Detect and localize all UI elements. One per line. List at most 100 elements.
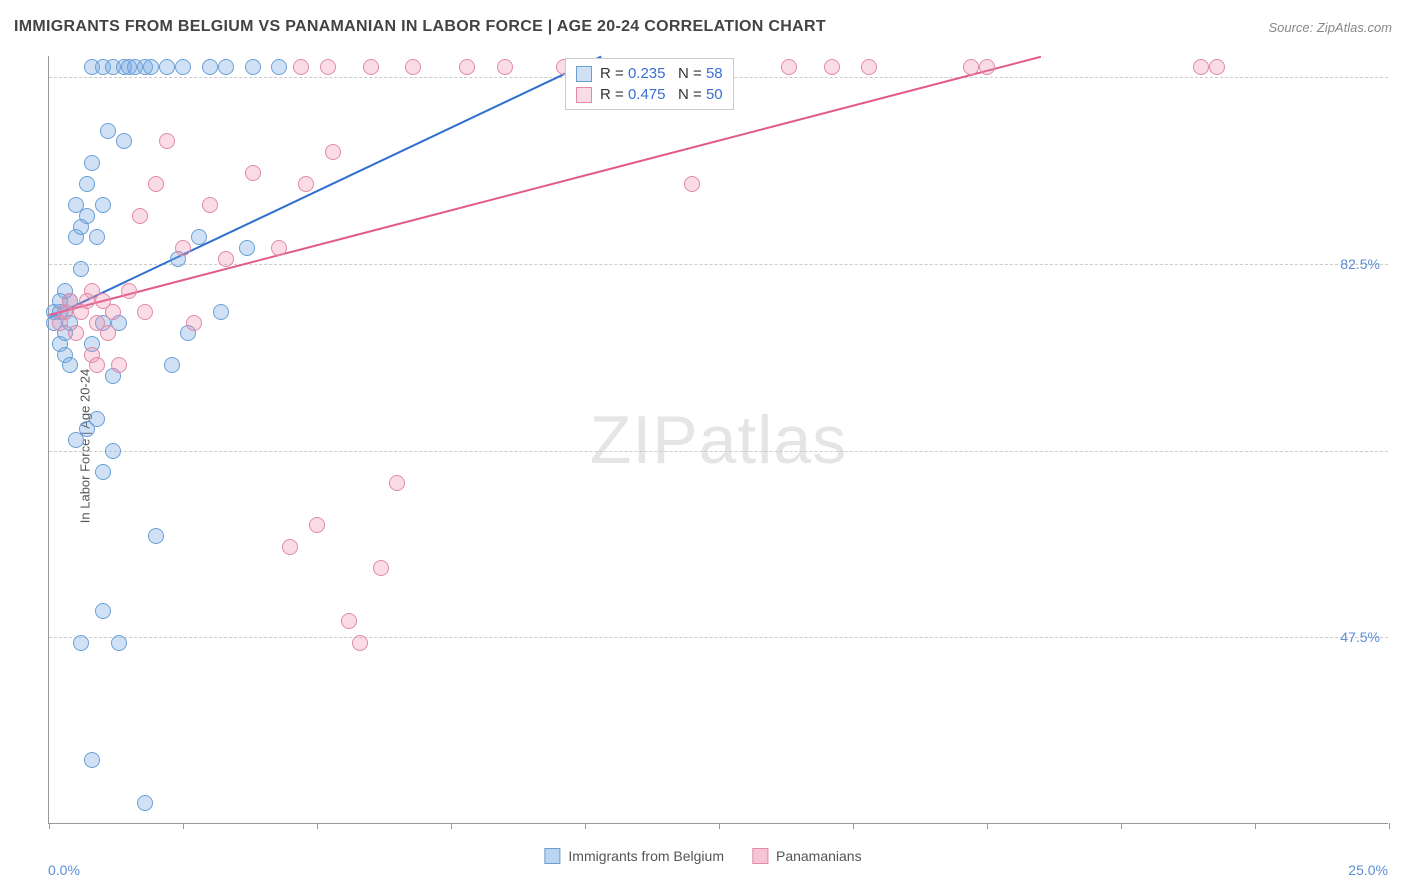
data-point <box>191 229 207 245</box>
data-point <box>282 539 298 555</box>
watermark: ZIPatlas <box>590 401 847 479</box>
data-point <box>245 59 261 75</box>
data-point <box>218 251 234 267</box>
legend-label-panama: Panamanians <box>776 848 862 864</box>
data-point <box>95 197 111 213</box>
x-tick <box>585 823 586 829</box>
x-tick <box>317 823 318 829</box>
gridline <box>49 451 1388 452</box>
data-point <box>781 59 797 75</box>
data-point <box>363 59 379 75</box>
data-point <box>105 304 121 320</box>
data-point <box>132 208 148 224</box>
legend-bottom: Immigrants from Belgium Panamanians <box>544 848 861 864</box>
data-point <box>111 635 127 651</box>
y-tick-label: 82.5% <box>1340 256 1380 272</box>
data-point <box>89 357 105 373</box>
legend-item-belgium: Immigrants from Belgium <box>544 848 724 864</box>
chart-title: IMMIGRANTS FROM BELGIUM VS PANAMANIAN IN… <box>14 18 826 36</box>
data-point <box>84 752 100 768</box>
data-point <box>100 123 116 139</box>
data-point <box>497 59 513 75</box>
data-point <box>84 155 100 171</box>
x-tick <box>853 823 854 829</box>
data-point <box>861 59 877 75</box>
data-point <box>73 635 89 651</box>
data-point <box>824 59 840 75</box>
data-point <box>105 443 121 459</box>
gridline <box>49 637 1388 638</box>
data-point <box>95 603 111 619</box>
swatch-panama <box>752 848 768 864</box>
data-point <box>89 229 105 245</box>
data-point <box>352 635 368 651</box>
data-point <box>175 240 191 256</box>
data-point <box>341 613 357 629</box>
watermark-zip: ZIP <box>590 402 699 478</box>
data-point <box>121 283 137 299</box>
legend-item-panama: Panamanians <box>752 848 862 864</box>
data-point <box>137 795 153 811</box>
data-point <box>373 560 389 576</box>
data-point <box>100 325 116 341</box>
data-point <box>202 197 218 213</box>
trend-line <box>49 56 602 319</box>
data-point <box>271 59 287 75</box>
data-point <box>979 59 995 75</box>
data-point <box>116 133 132 149</box>
data-point <box>963 59 979 75</box>
data-point <box>73 261 89 277</box>
data-point <box>213 304 229 320</box>
swatch-icon <box>576 66 592 82</box>
data-point <box>159 133 175 149</box>
data-point <box>68 325 84 341</box>
data-point <box>239 240 255 256</box>
data-point <box>79 208 95 224</box>
data-point <box>148 528 164 544</box>
data-point <box>293 59 309 75</box>
x-tick <box>1121 823 1122 829</box>
data-point <box>218 59 234 75</box>
data-point <box>202 59 218 75</box>
data-point <box>459 59 475 75</box>
swatch-belgium <box>544 848 560 864</box>
data-point <box>148 176 164 192</box>
data-point <box>325 144 341 160</box>
data-point <box>159 59 175 75</box>
data-point <box>143 59 159 75</box>
stats-legend-row: R = 0.235 N = 58 <box>576 63 723 84</box>
data-point <box>309 517 325 533</box>
data-point <box>245 165 261 181</box>
data-point <box>186 315 202 331</box>
swatch-icon <box>576 87 592 103</box>
data-point <box>89 411 105 427</box>
x-tick <box>183 823 184 829</box>
stats-legend-row: R = 0.475 N = 50 <box>576 84 723 105</box>
trend-line <box>49 56 1041 316</box>
x-tick <box>1389 823 1390 829</box>
legend-label-belgium: Immigrants from Belgium <box>568 848 724 864</box>
data-point <box>684 176 700 192</box>
data-point <box>1209 59 1225 75</box>
stats-legend: R = 0.235 N = 58 R = 0.475 N = 50 <box>565 58 734 110</box>
stats-text: R = 0.475 N = 50 <box>600 86 723 103</box>
data-point <box>389 475 405 491</box>
stats-text: R = 0.235 N = 58 <box>600 65 723 82</box>
source-attribution: Source: ZipAtlas.com <box>1268 20 1392 35</box>
x-tick <box>49 823 50 829</box>
data-point <box>271 240 287 256</box>
x-tick-label-min: 0.0% <box>48 862 80 878</box>
gridline <box>49 264 1388 265</box>
plot-area: ZIPatlas 47.5%82.5%R = 0.235 N = 58R = 0… <box>48 56 1388 824</box>
x-tick <box>451 823 452 829</box>
data-point <box>79 176 95 192</box>
data-point <box>62 357 78 373</box>
x-tick-label-max: 25.0% <box>1348 862 1388 878</box>
data-point <box>405 59 421 75</box>
data-point <box>111 357 127 373</box>
data-point <box>164 357 180 373</box>
data-point <box>137 304 153 320</box>
x-tick <box>1255 823 1256 829</box>
y-tick-label: 47.5% <box>1340 629 1380 645</box>
watermark-atlas: atlas <box>699 402 848 478</box>
